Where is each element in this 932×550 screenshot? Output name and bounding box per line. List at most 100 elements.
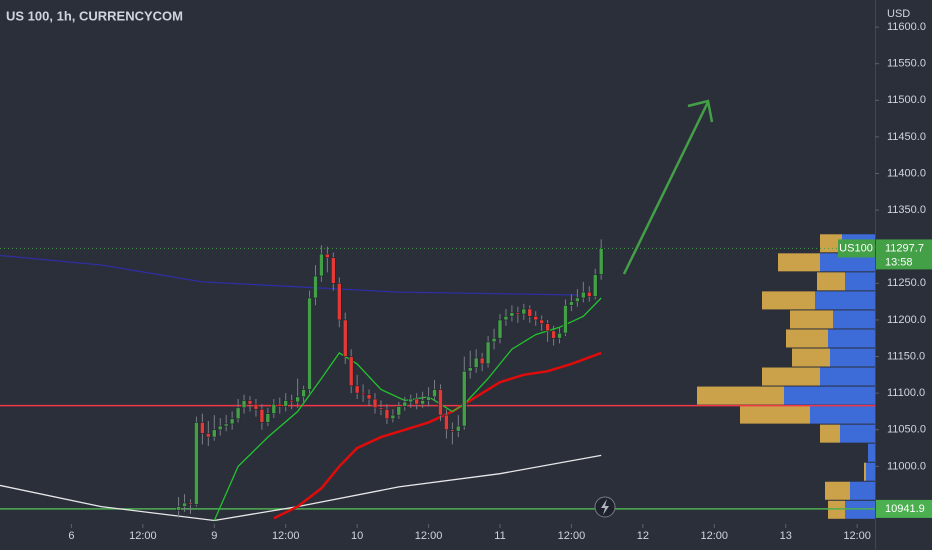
y-tick-label: 11550.0 xyxy=(887,58,926,70)
candle-body xyxy=(456,425,461,432)
candle-body xyxy=(360,392,366,395)
volume-down xyxy=(864,462,866,481)
candle-body xyxy=(211,429,217,438)
candle-body xyxy=(515,312,521,315)
candle-body xyxy=(235,407,241,420)
x-tick-label: 11 xyxy=(494,530,505,542)
candle-body xyxy=(426,396,431,401)
candle-body xyxy=(289,400,294,403)
candle-body xyxy=(444,414,449,431)
y-tick-label: 11050.0 xyxy=(887,424,926,436)
candle-body xyxy=(551,330,556,339)
candle-body xyxy=(509,312,515,317)
candle-body xyxy=(188,502,193,505)
x-tick-label: 12:00 xyxy=(843,530,871,542)
candle-body xyxy=(557,332,562,339)
volume-down xyxy=(762,367,820,386)
candle-body xyxy=(307,297,312,390)
candle-body xyxy=(569,301,574,306)
volume-down xyxy=(817,272,845,291)
candle-body xyxy=(200,422,205,434)
candle-body xyxy=(539,319,544,324)
volume-down xyxy=(790,310,833,329)
candle-body xyxy=(432,389,437,398)
candle-body xyxy=(295,396,300,403)
candle-body xyxy=(223,423,229,427)
candle-body xyxy=(378,407,384,410)
candle-body xyxy=(491,337,497,343)
volume-up xyxy=(850,481,875,500)
volume-up xyxy=(815,291,875,310)
price-label: 11297.7 xyxy=(885,242,924,254)
volume-up xyxy=(833,310,875,329)
symbol-label: US100 xyxy=(839,242,873,254)
volume-down xyxy=(820,234,842,253)
x-tick-label: 12:00 xyxy=(272,530,300,542)
candle-body xyxy=(313,275,318,299)
x-tick-label: 12:00 xyxy=(129,530,157,542)
volume-down xyxy=(792,348,830,367)
candle-body xyxy=(563,304,568,334)
candle-body xyxy=(575,297,580,302)
candle-body xyxy=(384,408,390,420)
x-tick-label: 12 xyxy=(637,530,649,542)
symbol-label-box xyxy=(838,239,875,258)
replay-icon-bolt xyxy=(601,499,609,515)
candle-body xyxy=(592,274,598,297)
chart-title: US 100, 1h, CURRENCYCOM xyxy=(6,8,183,23)
candle-body xyxy=(581,291,586,299)
candle-body xyxy=(271,403,277,414)
candle-body xyxy=(206,433,211,438)
candle-body xyxy=(331,257,336,284)
y-tick-label: 11100.0 xyxy=(887,387,925,399)
volume-up xyxy=(820,367,875,386)
candle-body xyxy=(253,403,259,410)
candle-body xyxy=(485,341,491,365)
arrow-shaft xyxy=(622,101,710,275)
candle-body xyxy=(354,385,360,394)
volume-up xyxy=(830,348,875,367)
candle-body xyxy=(342,319,348,357)
candle-body xyxy=(176,506,181,511)
candle-body xyxy=(503,315,509,321)
y-tick-label: 11500.0 xyxy=(887,94,926,106)
volume-up xyxy=(845,272,875,291)
volume-down xyxy=(697,386,784,405)
volume-up xyxy=(868,443,875,462)
candle-body xyxy=(182,502,187,507)
x-tick-label: 12:00 xyxy=(415,530,443,542)
volume-down xyxy=(762,291,815,310)
y-tick-label: 11600.0 xyxy=(887,21,926,33)
candle-body xyxy=(348,356,354,387)
candle-body xyxy=(277,403,283,407)
candle-body xyxy=(402,401,408,407)
y-tick-label: 11150.0 xyxy=(887,350,925,362)
candle-body xyxy=(473,357,479,368)
candle-body xyxy=(283,400,289,407)
candle-body xyxy=(450,429,455,432)
replay-icon xyxy=(594,496,616,518)
volume-up xyxy=(828,329,875,348)
volume-down xyxy=(820,424,840,443)
price-label-box xyxy=(876,239,932,270)
volume-down xyxy=(740,405,810,424)
candle-body xyxy=(390,414,396,420)
volume-down xyxy=(778,253,820,272)
moving-average xyxy=(273,351,602,520)
volume-up xyxy=(840,424,875,443)
candle-body xyxy=(521,308,527,315)
candle-body xyxy=(461,370,467,427)
candle-body xyxy=(408,398,414,403)
volume-up xyxy=(845,500,875,519)
x-tick-label: 6 xyxy=(68,530,74,542)
level-label: 10941.9 xyxy=(885,503,925,515)
candle-body xyxy=(420,400,425,405)
arrow xyxy=(622,99,714,275)
candle-body xyxy=(545,323,550,332)
candle-body xyxy=(527,308,533,317)
x-tick-label: 10 xyxy=(351,530,363,542)
arrow-head xyxy=(687,99,714,123)
volume-down xyxy=(828,500,845,519)
